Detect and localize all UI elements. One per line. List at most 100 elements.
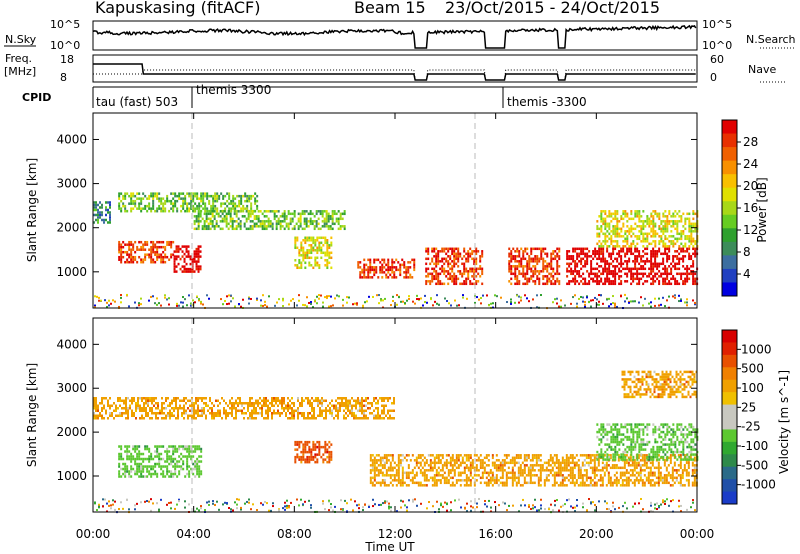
- power-y-tick-label-0: 1000: [56, 265, 87, 279]
- noise-tick-low: 10^0: [50, 39, 80, 52]
- nave-label: Nave: [748, 63, 776, 76]
- velocity-y-tick-label-0: 1000: [56, 469, 87, 483]
- velocity-colorbar-tick-label-4: -25: [741, 420, 761, 434]
- velocity-colorbar-swatch-7: [722, 417, 737, 430]
- x-axis: 00:00 04:00 08:00 12:00 16:00 20:00 00:00: [76, 113, 715, 541]
- nsky-trace: [92, 24, 697, 49]
- velocity-colorbar-swatch-6: [722, 404, 737, 418]
- freq-panel: Freq. [MHz] 18 8 60 0 Nave: [4, 52, 786, 84]
- freq-tick-high: 18: [60, 53, 74, 66]
- power-nearrange-speckle: [94, 293, 696, 310]
- velocity-colorbar-tick-label-0: 1000: [741, 342, 772, 356]
- power-panel: 1000 2000 3000 4000 Slant Range [km]: [25, 112, 699, 310]
- x-tick-label-3: 12:00: [378, 527, 413, 541]
- nsky-label: N.Sky: [5, 33, 37, 46]
- noise-tick-high: 10^5: [50, 18, 80, 31]
- power-y-tick-label-2: 3000: [56, 177, 87, 191]
- velocity-colorbar-swatch-11: [722, 466, 737, 480]
- freq-panel-frame: [92, 54, 698, 83]
- power-colorbar-tick-label-1: 8: [743, 245, 751, 259]
- cpid-row: CPID tau (fast) 503 themis 3300 themis -…: [22, 83, 697, 109]
- freq-unit: [MHz]: [4, 65, 36, 78]
- velocity-region-1: [118, 445, 203, 478]
- power-y-tick-label-1: 2000: [56, 221, 87, 235]
- velocity-colorbar: 1000 500 100 25 -25 -100 -500 -1000: [721, 329, 776, 505]
- power-y-ticks: 1000 2000 3000 4000: [56, 132, 697, 279]
- velocity-colorbar-swatch-1: [722, 342, 737, 356]
- radar-title: Kapuskasing (fitACF): [95, 0, 260, 17]
- cpid-segment-2: themis -3300: [507, 95, 587, 109]
- x-axis-label: Time UT: [364, 540, 415, 554]
- velocity-colorbar-label: Velocity [m s^-1]: [777, 370, 791, 474]
- power-colorbar-tick-label-5: 24: [743, 157, 758, 171]
- cpid-segment-1: themis 3300: [196, 83, 271, 97]
- noise-panel-frame: [92, 20, 698, 51]
- velocity-colorbar-swatch-8: [722, 429, 737, 443]
- velocity-region-0: [93, 397, 395, 420]
- power-y-label: Slant Range [km]: [25, 158, 39, 262]
- date-range: 23/Oct/2015 - 24/Oct/2015: [445, 0, 660, 17]
- velocity-colorbar-swatch-0: [722, 330, 737, 343]
- velocity-y-tick-label-1: 2000: [56, 425, 87, 439]
- velocity-y-tick-label-3: 4000: [56, 337, 87, 351]
- power-colorbar-swatch-3: [722, 160, 737, 175]
- velocity-colorbar-swatch-9: [722, 441, 737, 455]
- power-region-7: [425, 247, 484, 286]
- velocity-colorbar-swatch-3: [722, 367, 737, 381]
- nave-trace: [93, 69, 696, 81]
- velocity-colorbar-tick-label-7: -1000: [741, 478, 776, 492]
- power-colorbar-swatch-4: [722, 174, 737, 189]
- velocity-colorbar-tick-label-3: 25: [741, 400, 756, 414]
- power-colorbar-swatch-12: [722, 282, 737, 297]
- velocity-colorbar-swatch-10: [722, 454, 737, 468]
- power-region-3: [118, 192, 259, 213]
- x-tick-label-5: 20:00: [579, 527, 614, 541]
- power-colorbar-tick-label-2: 12: [743, 223, 758, 237]
- x-tick-label-4: 16:00: [478, 527, 513, 541]
- power-region-1: [118, 240, 175, 264]
- power-colorbar-swatch-0: [722, 120, 737, 135]
- freq-tick-low: 8: [60, 71, 67, 84]
- noise-panel: N.Sky 10^5 10^0 10^5 10^0 N.Search: [4, 18, 796, 52]
- power-colorbar-tick-label-6: 28: [743, 135, 758, 149]
- cpid-label: CPID: [22, 91, 51, 104]
- power-colorbar-swatch-11: [722, 268, 737, 283]
- power-colorbar-tick-label-4: 20: [743, 179, 758, 193]
- power-colorbar-swatch-1: [722, 133, 737, 148]
- power-region-5: [294, 236, 333, 270]
- cpid-segment-0: tau (fast) 503: [96, 95, 178, 109]
- power-region-2: [173, 245, 202, 273]
- velocity-colorbar-tick-label-5: -100: [741, 439, 768, 453]
- freq-label: Freq.: [5, 52, 32, 65]
- power-region-4: [193, 210, 346, 231]
- velocity-colorbar-tick-label-6: -500: [741, 458, 768, 472]
- x-tick-label-2: 08:00: [277, 527, 312, 541]
- velocity-colorbar-swatch-12: [722, 479, 737, 493]
- power-colorbar-swatch-5: [722, 187, 737, 202]
- nave-tick-low: 0: [710, 71, 717, 84]
- power-colorbar-tick-label-0: 4: [743, 267, 751, 281]
- freq-trace: [93, 63, 696, 81]
- power-colorbar-label: Power [dB]: [755, 177, 769, 242]
- velocity-colorbar-swatch-5: [722, 392, 737, 406]
- power-colorbar-swatch-7: [722, 214, 737, 229]
- velocity-colorbar-swatch-4: [722, 379, 737, 393]
- velocity-region-4: [596, 423, 699, 461]
- beam-label: Beam 15: [354, 0, 426, 17]
- velocity-y-tick-label-2: 3000: [56, 381, 87, 395]
- velocity-y-label: Slant Range [km]: [25, 363, 39, 467]
- x-tick-label-6: 00:00: [680, 527, 715, 541]
- velocity-colorbar-swatch-13: [722, 491, 737, 505]
- power-region-8: [508, 247, 561, 286]
- power-y-tick-label-3: 4000: [56, 132, 87, 146]
- power-region-10: [596, 210, 699, 248]
- power-colorbar-swatch-2: [722, 147, 737, 162]
- velocity-data-layer: [93, 370, 699, 514]
- velocity-colorbar-tick-label-1: 500: [741, 362, 764, 376]
- x-tick-label-0: 00:00: [76, 527, 111, 541]
- x-tick-label-1: 04:00: [176, 527, 211, 541]
- power-region-9: [566, 247, 699, 286]
- noise-tick-low-right: 10^0: [702, 39, 732, 52]
- nave-tick-high: 60: [710, 53, 724, 66]
